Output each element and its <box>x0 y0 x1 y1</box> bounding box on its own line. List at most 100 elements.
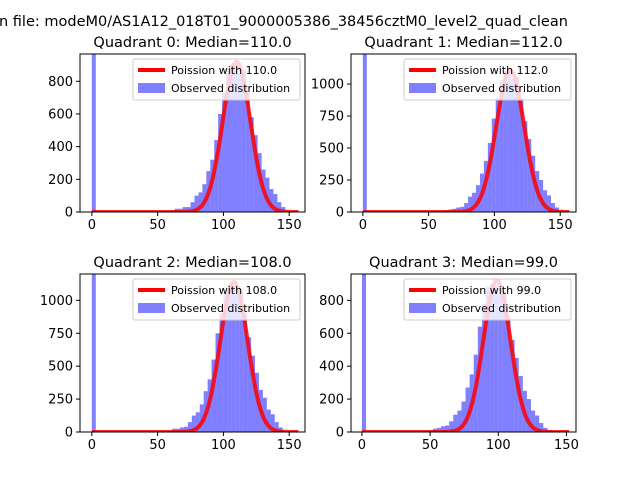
y-tick-label: 1000 <box>311 78 344 93</box>
legend-patch-swatch <box>138 303 165 313</box>
hist-bar <box>182 207 187 212</box>
hist-bar <box>510 339 515 432</box>
x-tick-label: 150 <box>277 218 302 233</box>
axes-frame <box>350 53 577 213</box>
x-tick-label: 50 <box>149 438 166 453</box>
hist-bar <box>465 387 470 432</box>
hist-bar <box>199 404 204 432</box>
subplot-1: 0 50 100 150 0 250 500 750 1000 Quadrant 1: Media… <box>311 35 577 233</box>
x-tick-label: 0 <box>359 218 367 233</box>
hist-bar <box>461 401 466 432</box>
hist-bar <box>91 54 96 212</box>
hist-bar <box>277 202 282 212</box>
x-tick-label: 0 <box>358 438 366 453</box>
legend: Poission with 99.0 Observed distribution <box>403 278 572 321</box>
y-tick-label: 0 <box>336 206 344 221</box>
hist-bar <box>274 422 279 432</box>
legend: Poission with 110.0 Observed distribution <box>132 58 301 101</box>
hist-bar <box>183 426 188 432</box>
hist-bar <box>230 64 234 212</box>
y-tick-label: 200 <box>319 393 344 408</box>
hist-bar <box>453 414 458 432</box>
subplot-2: 0 50 100 150 0 250 500 750 1000 Quadrant 2: Media… <box>40 255 306 453</box>
hist-bar <box>547 195 551 212</box>
legend-patch-swatch <box>409 83 436 93</box>
hist-bar <box>531 410 536 432</box>
y-tick-label: 750 <box>319 110 344 125</box>
x-tick-label: 0 <box>88 438 96 453</box>
hist-bar <box>215 333 220 432</box>
y-tick-label: 200 <box>48 173 73 188</box>
hist-bar <box>535 415 540 432</box>
subplot-title: Quadrant 2: Median=108.0 <box>93 255 291 271</box>
x-tick-label: 0 <box>88 218 96 233</box>
x-tick-label: 150 <box>548 218 573 233</box>
subplot-title: Quadrant 3: Median=99.0 <box>369 255 558 271</box>
x-tick-label: 100 <box>211 218 236 233</box>
hist-bar <box>247 337 252 432</box>
y-tick-label: 250 <box>48 393 73 408</box>
hist-bar <box>490 283 495 432</box>
legend-patch-swatch <box>138 83 165 93</box>
hist-bar <box>243 313 248 432</box>
x-tick-label: 50 <box>420 218 437 233</box>
hist-bar <box>441 426 446 432</box>
legend-label: Poission with 110.0 <box>171 64 277 77</box>
hist-bar <box>235 293 240 432</box>
y-tick-label: 800 <box>48 75 73 90</box>
hist-bar <box>495 98 500 212</box>
hist-bar <box>180 427 184 432</box>
hist-bar <box>195 412 200 432</box>
y-tick-label: 1000 <box>40 294 73 309</box>
legend-label: Poission with 112.0 <box>442 64 548 77</box>
hist-bar <box>265 177 270 212</box>
hist-bar <box>506 316 511 432</box>
hist-bar <box>491 118 496 212</box>
poisson-curve <box>91 279 299 432</box>
hist-bar <box>499 80 504 212</box>
poisson-curve <box>361 278 570 432</box>
hist-bar <box>543 190 548 212</box>
subplot-title: Quadrant 1: Median=112.0 <box>364 35 562 51</box>
hist-bar <box>449 421 454 432</box>
legend-patch-swatch <box>409 303 436 313</box>
x-tick-label: 150 <box>554 438 579 453</box>
hist-bar <box>515 76 520 212</box>
poisson-curve <box>362 67 570 212</box>
hist-bar <box>362 54 367 212</box>
legend: Poission with 108.0 Observed distribution <box>132 278 301 321</box>
y-tick-label: 500 <box>319 142 344 157</box>
x-tick-label: 100 <box>211 438 236 453</box>
hist-bar <box>241 69 246 212</box>
hist-bar <box>226 73 230 212</box>
y-tick-label: 750 <box>48 327 73 342</box>
hist-bar <box>519 98 524 212</box>
y-tick-label: 600 <box>48 107 73 122</box>
legend-label: Poission with 99.0 <box>442 284 541 297</box>
hist-bar <box>227 284 232 432</box>
hist-bar <box>233 64 238 212</box>
hist-bar <box>269 189 274 212</box>
hist-bar <box>486 287 491 432</box>
y-tick-label: 600 <box>319 327 344 342</box>
hist-bar <box>481 303 486 432</box>
legend-label: Observed distribution <box>442 302 561 315</box>
hist-bar <box>231 284 236 432</box>
axes-frame <box>79 273 306 433</box>
legend-label: Observed distribution <box>171 82 290 95</box>
hist-bar <box>472 192 476 212</box>
hist-bar <box>502 290 507 432</box>
hist-bar <box>456 207 461 212</box>
hist-bar <box>211 359 216 432</box>
hist-bar <box>249 117 254 212</box>
hist-bar <box>194 195 199 212</box>
hist-bar <box>214 140 219 212</box>
hist-bar <box>270 414 275 432</box>
y-tick-label: 250 <box>319 174 344 189</box>
hist-bar <box>191 415 196 432</box>
hist-bar <box>186 207 191 212</box>
hist-bar <box>498 293 503 432</box>
hist-bar <box>457 410 462 432</box>
y-tick-label: 0 <box>65 206 73 221</box>
hist-bar <box>198 192 203 212</box>
